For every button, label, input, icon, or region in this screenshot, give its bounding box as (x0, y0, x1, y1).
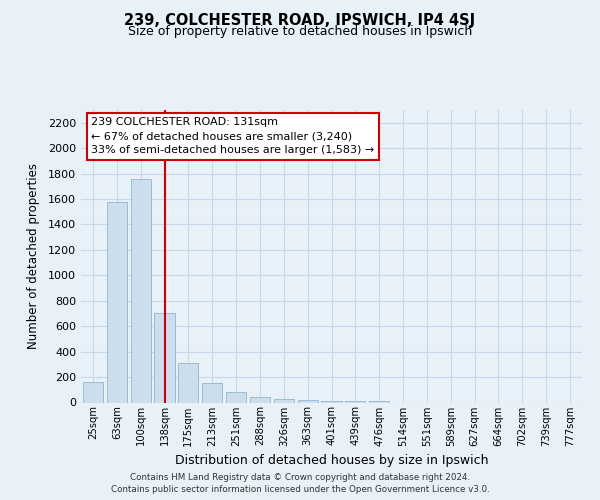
Text: Contains HM Land Registry data © Crown copyright and database right 2024.: Contains HM Land Registry data © Crown c… (130, 472, 470, 482)
Bar (226, 392, 246, 402)
Bar (345, 401, 365, 402)
Bar (131, 178, 151, 402)
Text: Contains public sector information licensed under the Open Government Licence v3: Contains public sector information licen… (110, 485, 490, 494)
Bar (154, 314, 175, 402)
Text: Size of property relative to detached houses in Ipswich: Size of property relative to detached ho… (128, 25, 472, 38)
Y-axis label: Number of detached properties: Number of detached properties (26, 163, 40, 349)
Bar (274, 398, 294, 402)
Bar (107, 202, 127, 402)
Bar (202, 383, 223, 402)
Bar (178, 363, 199, 403)
Bar (250, 397, 270, 402)
Text: 239 COLCHESTER ROAD: 131sqm
← 67% of detached houses are smaller (3,240)
33% of : 239 COLCHESTER ROAD: 131sqm ← 67% of det… (91, 118, 374, 156)
Bar (83, 382, 103, 402)
Bar (369, 401, 389, 402)
Bar (322, 401, 341, 402)
Bar (298, 400, 318, 402)
Text: 239, COLCHESTER ROAD, IPSWICH, IP4 4SJ: 239, COLCHESTER ROAD, IPSWICH, IP4 4SJ (124, 12, 476, 28)
X-axis label: Distribution of detached houses by size in Ipswich: Distribution of detached houses by size … (175, 454, 488, 467)
